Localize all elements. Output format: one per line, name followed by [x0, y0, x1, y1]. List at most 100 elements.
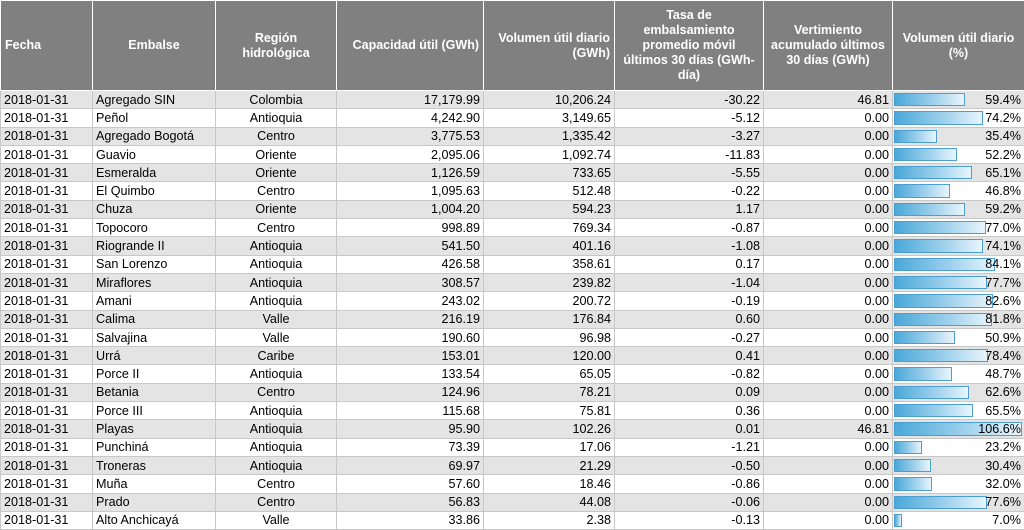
- cell-volumen: 65.05: [484, 365, 615, 383]
- cell-volumen: 176.84: [484, 310, 615, 328]
- cell-embalse: Porce II: [93, 365, 216, 383]
- cell-fecha: 2018-01-31: [1, 438, 93, 456]
- cell-region: Antioquia: [216, 237, 337, 255]
- cell-region: Centro: [216, 383, 337, 401]
- cell-capacidad: 243.02: [337, 292, 484, 310]
- cell-region: Antioquia: [216, 456, 337, 474]
- pct-value: 65.5%: [893, 403, 1024, 419]
- cell-embalse: Salvajina: [93, 328, 216, 346]
- cell-porcentaje: 62.6%: [893, 383, 1024, 401]
- cell-vertimiento: 46.81: [764, 91, 893, 109]
- cell-porcentaje: 46.8%: [893, 182, 1024, 200]
- cell-tasa: -0.19: [615, 292, 764, 310]
- cell-capacidad: 133.54: [337, 365, 484, 383]
- cell-embalse: Porce III: [93, 402, 216, 420]
- cell-volumen: 2.38: [484, 511, 615, 529]
- pct-value: 59.2%: [893, 201, 1024, 217]
- cell-capacidad: 17,179.99: [337, 91, 484, 109]
- cell-fecha: 2018-01-31: [1, 365, 93, 383]
- pct-value: 52.2%: [893, 147, 1024, 163]
- cell-porcentaje: 52.2%: [893, 145, 1024, 163]
- cell-capacidad: 33.86: [337, 511, 484, 529]
- cell-vertimiento: 0.00: [764, 164, 893, 182]
- cell-embalse: Agregado SIN: [93, 91, 216, 109]
- cell-embalse: Playas: [93, 420, 216, 438]
- header-row: Fecha Embalse Región hidrológica Capacid…: [1, 1, 1024, 91]
- cell-vertimiento: 0.00: [764, 347, 893, 365]
- cell-embalse: Riogrande II: [93, 237, 216, 255]
- cell-porcentaje: 35.4%: [893, 127, 1024, 145]
- cell-region: Antioquia: [216, 420, 337, 438]
- cell-vertimiento: 0.00: [764, 145, 893, 163]
- cell-region: Centro: [216, 127, 337, 145]
- cell-vertimiento: 0.00: [764, 292, 893, 310]
- cell-porcentaje: 30.4%: [893, 456, 1024, 474]
- cell-volumen: 200.72: [484, 292, 615, 310]
- cell-fecha: 2018-01-31: [1, 109, 93, 127]
- header-porcentaje[interactable]: Volumen útil diario (%): [893, 1, 1024, 91]
- cell-region: Antioquia: [216, 365, 337, 383]
- cell-fecha: 2018-01-31: [1, 420, 93, 438]
- pct-value: 48.7%: [893, 366, 1024, 382]
- header-fecha[interactable]: Fecha: [1, 1, 93, 91]
- cell-porcentaje: 74.1%: [893, 237, 1024, 255]
- cell-tasa: -5.55: [615, 164, 764, 182]
- header-volumen[interactable]: Volumen útil diario (GWh): [484, 1, 615, 91]
- table-header: Fecha Embalse Región hidrológica Capacid…: [1, 1, 1024, 91]
- cell-tasa: 0.60: [615, 310, 764, 328]
- pct-value: 32.0%: [893, 476, 1024, 492]
- cell-vertimiento: 0.00: [764, 255, 893, 273]
- cell-fecha: 2018-01-31: [1, 255, 93, 273]
- cell-vertimiento: 0.00: [764, 237, 893, 255]
- cell-region: Valle: [216, 328, 337, 346]
- cell-fecha: 2018-01-31: [1, 273, 93, 291]
- cell-fecha: 2018-01-31: [1, 402, 93, 420]
- cell-volumen: 18.46: [484, 475, 615, 493]
- cell-porcentaje: 7.0%: [893, 511, 1024, 529]
- header-capacidad[interactable]: Capacidad útil (GWh): [337, 1, 484, 91]
- header-embalse[interactable]: Embalse: [93, 1, 216, 91]
- header-vertimiento[interactable]: Vertimiento acumulado últimos 30 días (G…: [764, 1, 893, 91]
- cell-embalse: El Quimbo: [93, 182, 216, 200]
- cell-volumen: 75.81: [484, 402, 615, 420]
- cell-tasa: 0.41: [615, 347, 764, 365]
- cell-porcentaje: 78.4%: [893, 347, 1024, 365]
- pct-value: 62.6%: [893, 384, 1024, 400]
- cell-tasa: 0.01: [615, 420, 764, 438]
- cell-volumen: 10,206.24: [484, 91, 615, 109]
- cell-fecha: 2018-01-31: [1, 347, 93, 365]
- pct-value: 74.1%: [893, 238, 1024, 254]
- cell-tasa: 0.17: [615, 255, 764, 273]
- header-tasa[interactable]: Tasa de embalsamiento promedio móvil últ…: [615, 1, 764, 91]
- header-region[interactable]: Región hidrológica: [216, 1, 337, 91]
- pct-value: 78.4%: [893, 348, 1024, 364]
- cell-fecha: 2018-01-31: [1, 91, 93, 109]
- cell-region: Valle: [216, 310, 337, 328]
- cell-porcentaje: 59.4%: [893, 91, 1024, 109]
- cell-tasa: -11.83: [615, 145, 764, 163]
